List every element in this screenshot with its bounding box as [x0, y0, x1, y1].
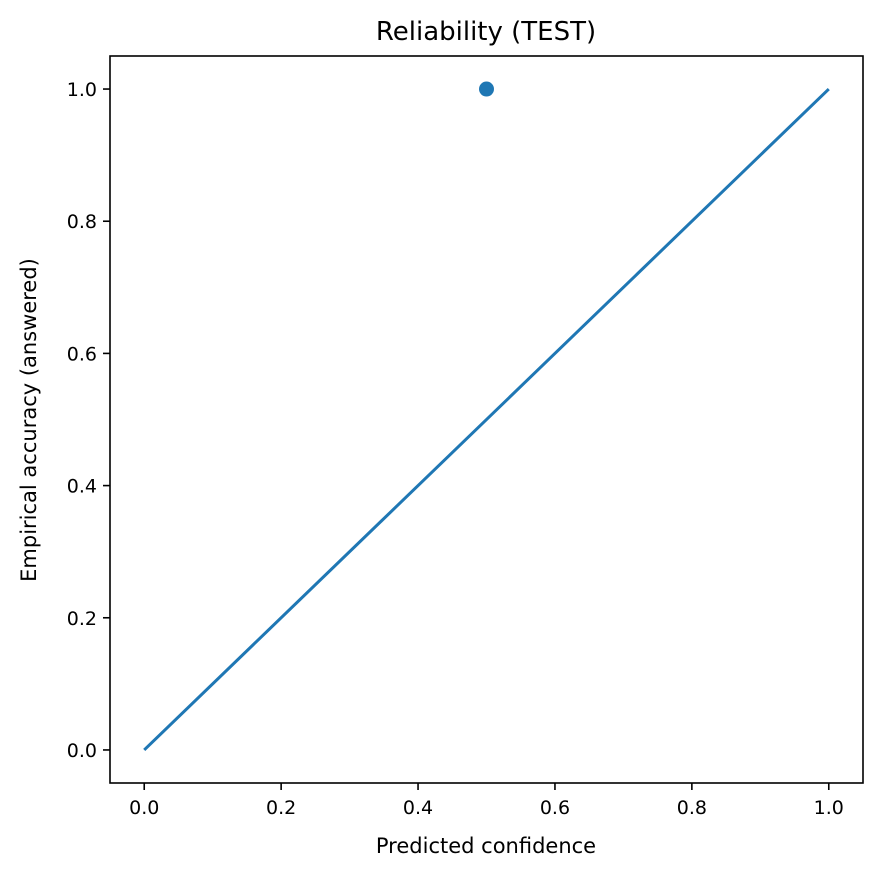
series-line-0 [143, 87, 830, 752]
y-axis: 0.0 0.2 0.4 0.6 0.8 1.0 [67, 79, 110, 762]
x-tick-label-0: 0.0 [129, 797, 159, 819]
axes-frame [109, 55, 864, 784]
x-axis: 0.0 0.2 0.4 0.6 0.8 1.0 [129, 783, 844, 819]
y-tick-label-4: 0.8 [67, 211, 97, 233]
plot-area [143, 81, 830, 752]
scatter-point-0-0 [479, 81, 494, 97]
x-tick-label-1: 0.2 [266, 797, 296, 819]
y-tick-label-5: 1.0 [67, 79, 97, 101]
y-tick-label-0: 0.0 [67, 740, 97, 762]
chart-title: Reliability (TEST) [376, 17, 596, 47]
y-axis-label: Empirical accuracy (answered) [17, 258, 41, 582]
y-tick-label-2: 0.4 [67, 476, 97, 498]
y-tick-label-1: 0.2 [67, 608, 97, 630]
x-axis-label: Predicted confidence [376, 834, 596, 858]
x-tick-label-3: 0.6 [540, 797, 570, 819]
x-tick-label-4: 0.8 [677, 797, 707, 819]
y-tick-label-3: 0.6 [67, 343, 97, 365]
x-tick-label-2: 0.4 [403, 797, 433, 819]
x-tick-label-5: 1.0 [814, 797, 844, 819]
